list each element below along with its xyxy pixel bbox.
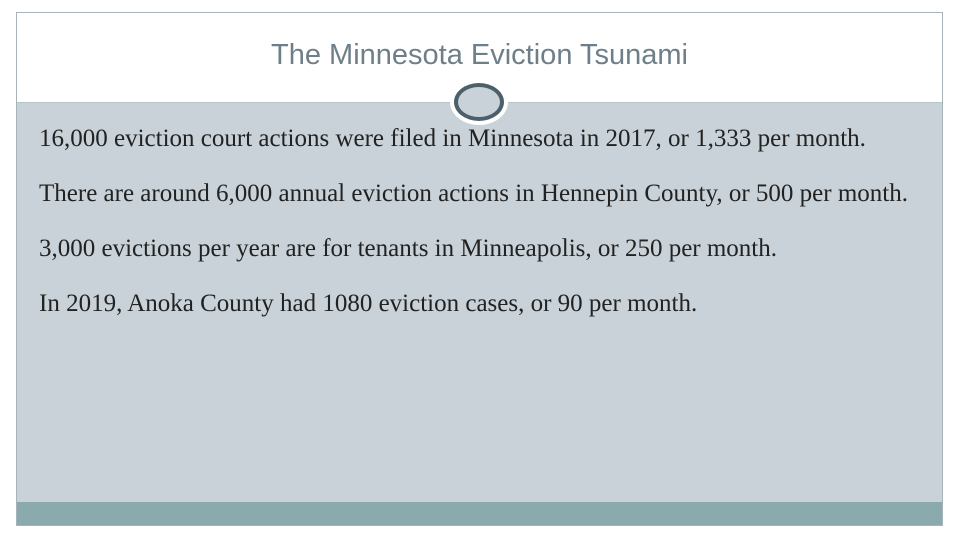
- footer-bar: [17, 502, 942, 525]
- slide-title: The Minnesota Eviction Tsunami: [271, 39, 688, 71]
- body: 16,000 eviction court actions were filed…: [39, 123, 919, 343]
- bullet: 16,000 eviction court actions were filed…: [39, 125, 866, 152]
- slide: The Minnesota Eviction Tsunami 16,000 ev…: [16, 12, 943, 526]
- bullet: There are around 6,000 annual eviction a…: [39, 180, 908, 207]
- bullet: In 2019, Anoka County had 1080 eviction …: [39, 290, 698, 317]
- bullet: 3,000 evictions per year are for tenants…: [39, 235, 778, 262]
- ring-ornament: [454, 83, 504, 121]
